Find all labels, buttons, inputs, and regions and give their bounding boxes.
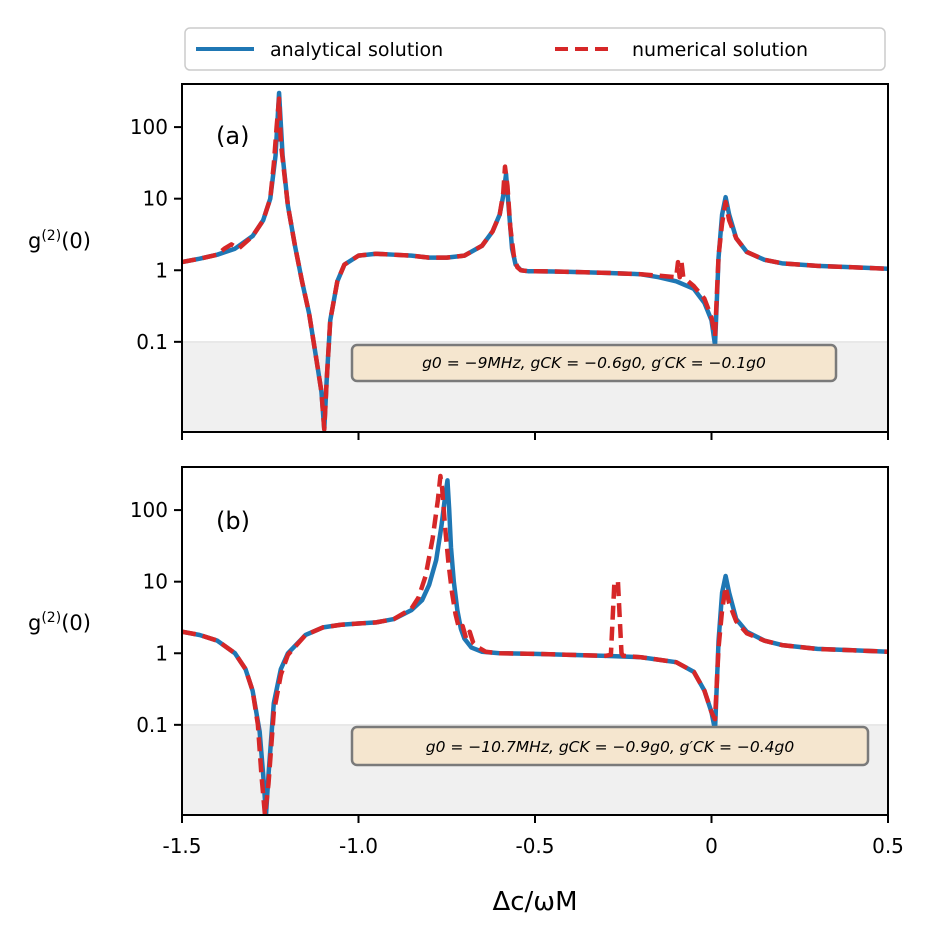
x-tick-label: -0.5 [515,834,554,858]
numerical-line-b [182,473,888,815]
panel-b: 0.1 1 10 100 -1.5 -1.0 -0.5 0 0.5 (b) g(2)(0) g… [28,466,904,858]
legend-label-analytical: analytical solution [270,39,443,61]
legend-label-numerical: numerical solution [632,39,808,61]
annotation-a: g0 = −9MHz, gCK = −0.6g0, g′CK = −0.1g0 [350,343,838,383]
ylabel-b: g(2)(0) [28,610,91,635]
y-tick-label: 100 [130,115,168,139]
annotation-text-a: g0 = −9MHz, gCK = −0.6g0, g′CK = −0.1g0 [422,354,766,372]
legend: analytical solution numerical solution [184,27,886,71]
x-axis-label: Δc/ωM [492,887,577,917]
y-tick-label: 10 [143,187,168,211]
x-tick-label: -1.5 [162,834,201,858]
annotation-b: g0 = −10.7MHz, gCK = −0.9g0, g′CK = −0.4… [350,725,870,767]
y-tick-label: 1 [155,641,168,665]
x-tick-label: 0.5 [872,834,904,858]
x-tick-label: -1.0 [339,834,378,858]
y-tick-label: 0.1 [136,713,168,737]
y-tick-label: 1 [155,258,168,282]
annotation-box-b [350,725,870,767]
y-tick-label: 10 [143,570,168,594]
annotation-text-b: g0 = −10.7MHz, gCK = −0.9g0, g′CK = −0.4… [426,738,795,756]
ylabel-a: g(2)(0) [28,228,91,253]
numerical-line-a [182,96,888,432]
legend-frame [184,27,886,71]
y-tick-label: 0.1 [136,330,168,354]
panel-label-a: (a) [216,122,249,150]
x-tick-label: 0 [705,834,718,858]
y-tick-label: 100 [130,498,168,522]
annotation-box-a [350,343,838,383]
panel-label-b: (b) [216,507,250,535]
panel-a: 0.1 1 10 100 (a) g(2)(0) g0 = −9MHz, gCK = … [28,83,889,440]
